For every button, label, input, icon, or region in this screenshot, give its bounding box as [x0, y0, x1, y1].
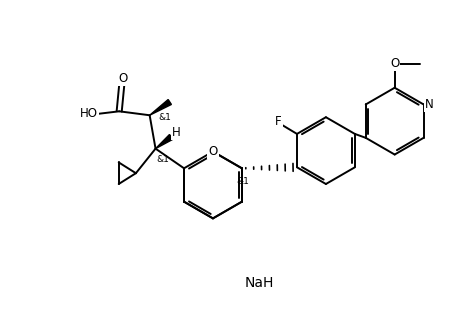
Text: &1: &1: [157, 155, 169, 164]
Polygon shape: [156, 135, 173, 149]
Polygon shape: [149, 100, 171, 115]
Text: F: F: [275, 115, 282, 128]
Text: NaH: NaH: [245, 276, 274, 290]
Text: H: H: [172, 126, 180, 139]
Text: &1: &1: [158, 113, 171, 122]
Text: &1: &1: [237, 177, 249, 186]
Text: O: O: [390, 57, 399, 70]
Text: HO: HO: [80, 107, 98, 120]
Text: N: N: [425, 98, 434, 111]
Text: O: O: [118, 72, 127, 85]
Text: O: O: [208, 145, 218, 158]
